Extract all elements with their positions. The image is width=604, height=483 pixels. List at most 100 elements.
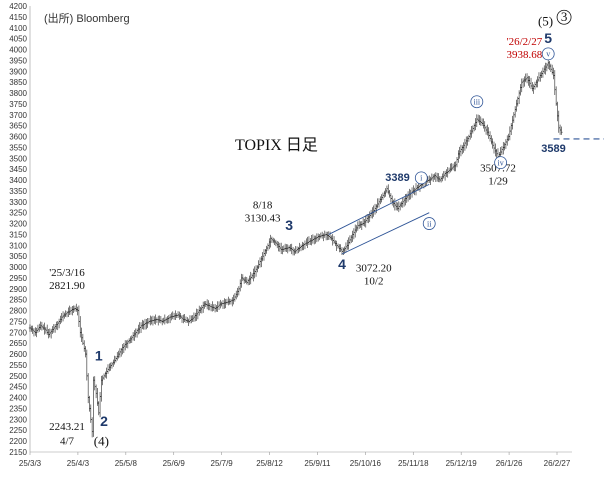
price-bar — [92, 376, 95, 437]
y-tick-label: 2500 — [9, 372, 27, 381]
y-tick-label: 4000 — [9, 46, 27, 55]
y-tick-label: 2800 — [9, 307, 27, 316]
price-bar — [524, 73, 527, 83]
price-bar — [253, 266, 256, 279]
price-bar — [118, 348, 122, 358]
price-bar — [55, 321, 58, 330]
y-tick-label: 2750 — [9, 317, 27, 326]
price-bar — [531, 82, 534, 92]
price-bar — [269, 234, 272, 248]
price-bar — [174, 310, 177, 320]
price-bar — [350, 234, 353, 243]
price-bar — [102, 373, 106, 380]
price-bar — [346, 239, 349, 250]
price-bar — [250, 273, 254, 280]
price-bar — [528, 76, 531, 88]
price-bar — [279, 242, 283, 255]
price-bar — [122, 343, 126, 353]
price-bar — [553, 70, 557, 95]
price-bar — [261, 252, 264, 262]
price-bar — [256, 265, 259, 273]
source-label: (出所) Bloomberg — [44, 11, 130, 25]
degree-label: 3 — [561, 9, 568, 24]
price-bar — [59, 315, 62, 325]
price-bar — [56, 321, 59, 331]
price-bar — [335, 240, 338, 251]
price-bar — [506, 135, 509, 146]
price-bar — [389, 193, 393, 203]
price-bar — [500, 146, 504, 155]
y-tick-label: 2600 — [9, 350, 27, 359]
price-bar — [295, 246, 299, 254]
price-bar — [400, 201, 403, 208]
price-bar — [461, 145, 464, 155]
price-bar — [158, 315, 161, 323]
price-bar — [398, 202, 402, 211]
price-bar — [236, 287, 239, 298]
price-bar — [309, 238, 312, 245]
price-bar — [166, 316, 169, 324]
price-bar — [113, 355, 116, 365]
level-label: 3589 — [541, 143, 565, 155]
price-bar — [68, 305, 71, 315]
price-bar — [347, 237, 350, 250]
price-bar — [117, 350, 120, 359]
price-bar — [150, 316, 153, 325]
chart-title: TOPIX 日足 — [235, 137, 318, 154]
price-bar — [388, 189, 391, 198]
price-bar — [523, 76, 526, 87]
price-bar — [459, 144, 463, 157]
price-bar — [217, 301, 221, 311]
price-bar — [258, 257, 262, 268]
price-bar — [360, 221, 364, 231]
price-bar — [487, 127, 490, 139]
price-bar — [320, 231, 324, 239]
y-tick-label: 2550 — [9, 361, 27, 370]
price-bar — [40, 321, 44, 331]
price-bar — [396, 202, 399, 211]
price-annotation: 1/29 — [488, 175, 508, 187]
price-bar — [47, 328, 50, 339]
price-annotation: 3072.20 — [356, 262, 392, 274]
price-bar — [84, 346, 87, 358]
price-bar — [187, 318, 190, 327]
price-bar — [434, 172, 438, 183]
y-tick-label: 3600 — [9, 133, 27, 142]
price-bar — [450, 163, 453, 172]
price-bar — [129, 336, 132, 344]
price-annotation: 3130.43 — [245, 212, 281, 224]
price-bar — [223, 298, 226, 309]
price-bar — [155, 317, 159, 323]
price-bar — [453, 161, 456, 172]
y-tick-label: 4200 — [9, 2, 27, 11]
price-bar — [105, 367, 108, 379]
price-bar — [339, 244, 342, 253]
price-bar — [541, 67, 545, 78]
price-bar — [467, 134, 471, 142]
price-bar — [60, 313, 63, 323]
price-bar — [265, 245, 268, 254]
price-bar — [204, 301, 208, 307]
price-bar — [281, 246, 284, 255]
price-bar — [88, 395, 91, 412]
price-bar — [188, 315, 192, 324]
price-bar — [36, 324, 40, 333]
wave-label: 2 — [100, 413, 108, 429]
price-bar — [183, 314, 186, 322]
price-bar — [532, 84, 535, 94]
price-bar — [52, 324, 55, 333]
price-bar — [167, 315, 171, 324]
price-annotation: '25/3/16 — [49, 267, 85, 279]
price-bar — [126, 339, 130, 349]
y-tick-label: 3050 — [9, 252, 27, 261]
price-bar — [164, 317, 168, 324]
price-bar — [480, 118, 484, 126]
x-tick-label: 25/3/3 — [19, 459, 42, 468]
y-tick-label: 3700 — [9, 111, 27, 120]
y-tick-label: 2650 — [9, 339, 27, 348]
price-bar — [490, 135, 493, 145]
price-bar — [93, 376, 96, 391]
price-bar — [297, 246, 300, 254]
y-tick-label: 3450 — [9, 165, 27, 174]
price-bar — [383, 190, 386, 198]
